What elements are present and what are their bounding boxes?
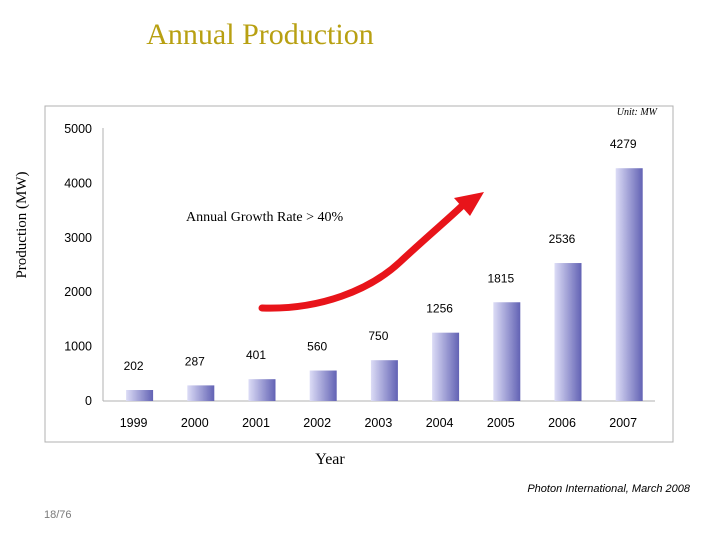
x-tick-label: 2004 — [426, 416, 454, 430]
data-label: 1256 — [426, 302, 453, 316]
data-label: 750 — [368, 329, 388, 343]
growth-arrow — [258, 199, 469, 312]
x-tick-label: 2002 — [303, 416, 331, 430]
x-tick-label: 2005 — [487, 416, 515, 430]
y-tick-label: 4000 — [64, 176, 92, 190]
x-axis-label: Year — [315, 451, 345, 468]
growth-arrow-head — [454, 192, 484, 216]
x-tick-label: 2003 — [364, 416, 392, 430]
data-label: 202 — [124, 359, 144, 373]
bar — [187, 385, 215, 401]
bar — [493, 302, 521, 401]
data-label: 1815 — [487, 271, 514, 285]
data-label: 401 — [246, 348, 266, 362]
slide-title: Annual Production — [146, 18, 374, 51]
bar — [248, 379, 276, 401]
data-label: 2536 — [549, 232, 576, 246]
y-tick-label: 0 — [85, 394, 92, 408]
x-tick-label: 1999 — [120, 416, 148, 430]
bar — [309, 370, 337, 401]
bar — [126, 390, 154, 401]
growth-annotation: Annual Growth Rate > 40% — [186, 210, 344, 225]
y-tick-label: 1000 — [64, 340, 92, 354]
bar — [554, 263, 582, 401]
y-tick-label: 2000 — [64, 285, 92, 299]
x-tick-label: 2007 — [609, 416, 637, 430]
y-axis-label: Production (MW) — [14, 171, 30, 279]
page-number: 18/76 — [44, 509, 72, 521]
x-tick-label: 2006 — [548, 416, 576, 430]
x-tick-label: 2001 — [242, 416, 270, 430]
bar — [615, 168, 643, 401]
data-label: 287 — [185, 354, 205, 368]
x-tick-label: 2000 — [181, 416, 209, 430]
bar — [432, 332, 460, 401]
data-label: 560 — [307, 340, 327, 354]
data-label: 4279 — [610, 137, 637, 151]
unit-note: Unit: MW — [617, 107, 659, 118]
y-tick-label: 5000 — [64, 122, 92, 136]
y-tick-label: 3000 — [64, 231, 92, 245]
bar — [370, 360, 398, 401]
source-citation: Photon International, March 2008 — [527, 483, 690, 495]
